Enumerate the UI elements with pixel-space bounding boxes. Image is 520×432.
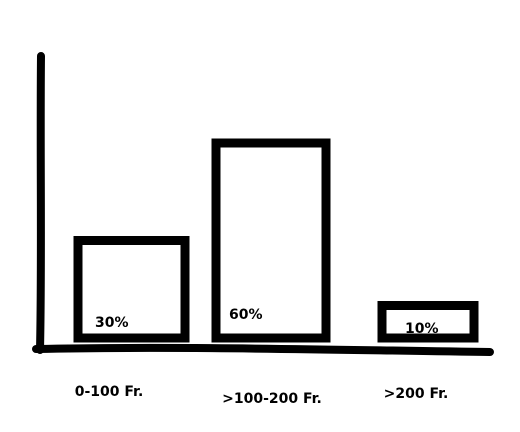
bar-100-200-fr — [211, 138, 331, 343]
x-tick-label-0-100-fr: 0-100 Fr. — [75, 384, 144, 400]
y-axis — [36, 52, 45, 354]
data-label-200-fr: 10% — [405, 321, 439, 337]
bar-0-100-fr — [73, 236, 190, 343]
bar-200-fr — [377, 301, 479, 343]
data-label-0-100-fr: 30% — [95, 315, 129, 331]
x-axis — [32, 343, 494, 356]
data-label-100-200-fr: 60% — [229, 307, 263, 323]
bars-layer — [73, 138, 479, 343]
x-tick-label-100-200-fr: >100-200 Fr. — [222, 391, 322, 407]
x-tick-label-200-fr: >200 Fr. — [384, 386, 449, 402]
labels-layer: 30% 0-100 Fr. 60% >100-200 Fr. 10% >200 Fr. — [75, 307, 449, 407]
